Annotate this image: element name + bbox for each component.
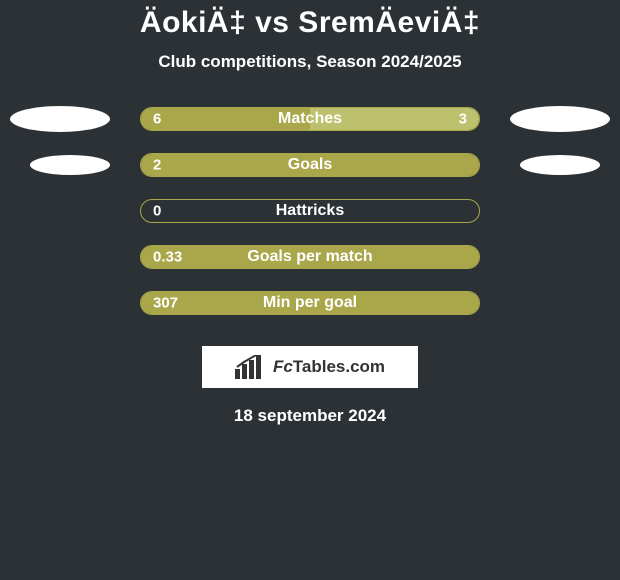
bar-chart-icon: [235, 355, 265, 379]
stat-bar: Matches6 3: [140, 107, 480, 131]
player-marker-left: [10, 106, 110, 132]
stat-label: Hattricks: [141, 202, 479, 220]
logo-text: FcTables.com: [273, 357, 385, 377]
stat-bar: Min per goal307: [140, 291, 480, 315]
fctables-logo: FcTables.com: [202, 346, 418, 388]
stat-value-left: 6: [153, 111, 161, 128]
stat-row: Goals2: [0, 142, 620, 188]
date: 18 september 2024: [0, 406, 620, 426]
stat-bar: Hattricks0: [140, 199, 480, 223]
stat-value-left: 0.33: [153, 249, 182, 266]
subtitle: Club competitions, Season 2024/2025: [0, 52, 620, 72]
stat-label: Min per goal: [141, 294, 479, 312]
stat-row: Hattricks0: [0, 188, 620, 234]
stat-value-left: 307: [153, 295, 178, 312]
stat-row: Goals per match0.33: [0, 234, 620, 280]
stat-value-right: 3: [459, 111, 467, 128]
stat-value-left: 0: [153, 203, 161, 220]
stat-label: Matches: [141, 110, 479, 128]
player-marker-right: [520, 155, 600, 175]
stat-bar: Goals per match0.33: [140, 245, 480, 269]
stat-bar: Goals2: [140, 153, 480, 177]
stat-label: Goals per match: [141, 248, 479, 266]
stat-value-left: 2: [153, 157, 161, 174]
stat-row: Min per goal307: [0, 280, 620, 326]
stat-row: Matches6 3: [0, 96, 620, 142]
stat-label: Goals: [141, 156, 479, 174]
stat-rows: Matches6 3 Goals2 Hattricks0 Goals per match…: [0, 96, 620, 326]
page-title: ÄokiÄ‡ vs SremÄeviÄ‡: [0, 0, 620, 40]
comparison-chart: ÄokiÄ‡ vs SremÄeviÄ‡ Club competitions, …: [0, 0, 620, 580]
player-marker-left: [30, 155, 110, 175]
player-marker-right: [510, 106, 610, 132]
